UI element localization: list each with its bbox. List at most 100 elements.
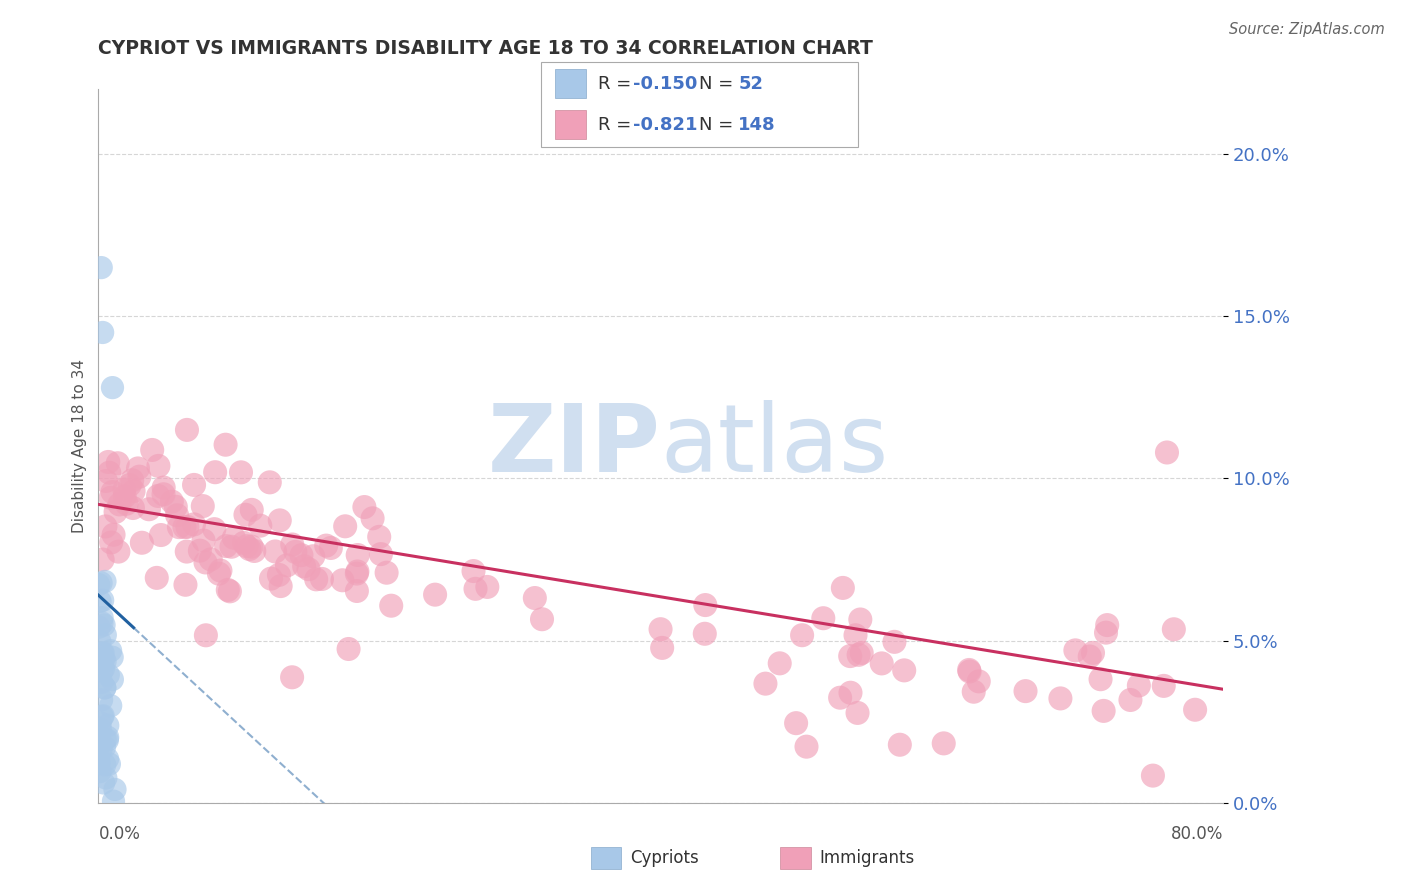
Point: [202, 522, 225, 536]
Point: [194, 556, 217, 570]
Point: [107, 544, 129, 558]
Point: [477, 580, 499, 594]
Point: [249, 518, 271, 533]
Point: [96, 733, 118, 747]
Point: [284, 545, 307, 559]
Point: [932, 736, 955, 750]
Point: [87, 752, 110, 766]
Point: [89, 756, 111, 771]
Point: [1049, 691, 1071, 706]
Point: [204, 465, 226, 479]
Point: [1184, 703, 1206, 717]
Point: [148, 458, 170, 473]
Point: [221, 540, 243, 554]
Point: [214, 438, 236, 452]
Point: [183, 478, 205, 492]
Point: [89, 594, 111, 608]
Point: [188, 543, 211, 558]
Point: [90, 615, 112, 630]
Point: [1095, 625, 1118, 640]
Point: [94, 519, 117, 533]
Point: [957, 663, 980, 677]
Point: [131, 535, 153, 549]
Point: [1163, 622, 1185, 636]
Point: [463, 564, 485, 578]
Point: [115, 497, 138, 511]
Text: ZIP: ZIP: [488, 400, 661, 492]
Point: [1156, 445, 1178, 459]
Point: [176, 544, 198, 558]
Point: [145, 571, 167, 585]
Point: [270, 579, 292, 593]
Point: [769, 657, 792, 671]
Point: [90, 693, 112, 707]
Point: [269, 513, 291, 527]
Point: [1153, 679, 1175, 693]
Text: R =: R =: [598, 116, 637, 134]
Point: [173, 520, 195, 534]
Point: [235, 508, 257, 522]
Point: [141, 442, 163, 457]
Point: [121, 473, 143, 487]
Point: [128, 469, 150, 483]
Point: [194, 628, 217, 642]
Point: [118, 478, 141, 492]
Point: [97, 667, 120, 681]
Point: [108, 497, 131, 511]
Point: [243, 544, 266, 558]
Text: Cypriots: Cypriots: [630, 849, 699, 867]
Point: [830, 690, 852, 705]
Point: [967, 674, 990, 689]
Point: [97, 752, 120, 766]
Point: [91, 610, 114, 624]
Point: [346, 548, 368, 562]
Point: [87, 577, 110, 591]
Point: [831, 581, 853, 595]
Point: [839, 686, 862, 700]
Point: [315, 539, 337, 553]
Text: 0.0%: 0.0%: [98, 825, 141, 843]
Point: [281, 670, 304, 684]
Point: [93, 740, 115, 755]
Point: [693, 627, 716, 641]
Point: [215, 539, 238, 553]
Point: [89, 723, 111, 737]
Text: CYPRIOT VS IMMIGRANTS DISABILITY AGE 18 TO 34 CORRELATION CHART: CYPRIOT VS IMMIGRANTS DISABILITY AGE 18 …: [98, 39, 873, 58]
Point: [152, 481, 174, 495]
Point: [112, 483, 135, 497]
Point: [94, 474, 117, 488]
Point: [91, 552, 114, 566]
Text: atlas: atlas: [661, 400, 889, 492]
Point: [114, 490, 136, 504]
Text: 80.0%: 80.0%: [1171, 825, 1223, 843]
Text: -0.821: -0.821: [633, 116, 697, 134]
Point: [893, 664, 915, 678]
Point: [423, 588, 446, 602]
Point: [107, 456, 129, 470]
Text: Source: ZipAtlas.com: Source: ZipAtlas.com: [1229, 22, 1385, 37]
Point: [259, 475, 281, 490]
Point: [176, 520, 198, 534]
Text: 52: 52: [738, 76, 763, 94]
Point: [1078, 649, 1101, 664]
Point: [264, 544, 287, 558]
Point: [222, 531, 245, 545]
Point: [87, 620, 110, 634]
Point: [1092, 704, 1115, 718]
Point: [94, 628, 117, 642]
Point: [93, 662, 115, 676]
Point: [813, 611, 835, 625]
Point: [166, 508, 188, 523]
Point: [1095, 618, 1118, 632]
Point: [89, 635, 111, 649]
Point: [651, 640, 673, 655]
Point: [346, 565, 368, 579]
Point: [292, 559, 315, 574]
Point: [1081, 646, 1104, 660]
Text: R =: R =: [598, 76, 637, 94]
Point: [149, 528, 172, 542]
Point: [281, 537, 304, 551]
Point: [160, 494, 183, 508]
Point: [695, 598, 717, 612]
Point: [127, 461, 149, 475]
